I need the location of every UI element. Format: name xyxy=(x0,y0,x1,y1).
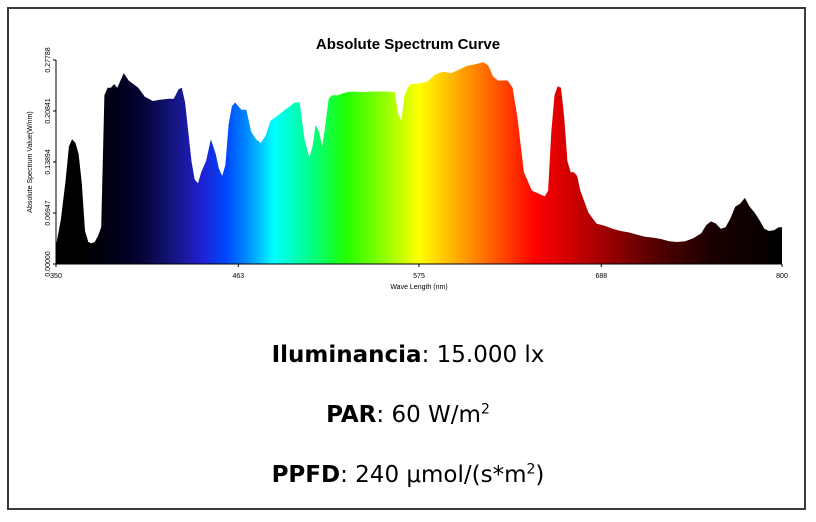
spectrum-chart: Absolute Spectrum Curve 350 463 575 688 800 … xyxy=(27,36,788,291)
ppfd-value: 240 μmol/(s*m xyxy=(355,462,527,488)
par-value: 60 W/m xyxy=(391,402,481,428)
x-tick-label-4: 800 xyxy=(776,273,788,280)
illuminance-label: Iluminancia xyxy=(271,342,422,368)
y-axis-label: Absolute Spectrum Value(W/nm) xyxy=(27,111,34,212)
y-tick-label-0: 0.00000 xyxy=(45,251,52,276)
x-axis-label: Wave Length (nm) xyxy=(390,284,447,291)
x-tick-label-2: 575 xyxy=(413,273,425,280)
x-ticks: 350 463 575 688 800 xyxy=(50,264,788,280)
x-tick-label-3: 688 xyxy=(595,273,607,280)
ppfd-superscript: 2 xyxy=(526,461,536,478)
ppfd-tail: ) xyxy=(535,462,545,488)
plot-area xyxy=(56,62,782,264)
y-tick-label-1: 0.06947 xyxy=(45,200,52,225)
y-tick-label-4: 0.27788 xyxy=(45,47,52,72)
y-tick-label-2: 0.13894 xyxy=(45,149,52,174)
illuminance-line: Iluminancia: 15.000 lx xyxy=(271,342,545,368)
par-label: PAR xyxy=(326,402,377,428)
chart-title: Absolute Spectrum Curve xyxy=(316,36,500,53)
spectrum-area xyxy=(56,62,782,264)
ppfd-line: PPFD: 240 μmol/(s*m2) xyxy=(271,461,545,488)
y-tick-label-3: 0.20841 xyxy=(45,98,52,123)
illuminance-value: 15.000 lx xyxy=(436,342,545,368)
par-line: PAR: 60 W/m2 xyxy=(326,401,490,428)
x-tick-label-1: 463 xyxy=(232,273,244,280)
par-superscript: 2 xyxy=(480,401,490,418)
y-ticks: 0.00000 0.06947 0.13894 0.20841 0.27788 xyxy=(45,47,56,277)
ppfd-label: PPFD xyxy=(271,462,341,488)
x-tick-label-0: 350 xyxy=(50,273,62,280)
